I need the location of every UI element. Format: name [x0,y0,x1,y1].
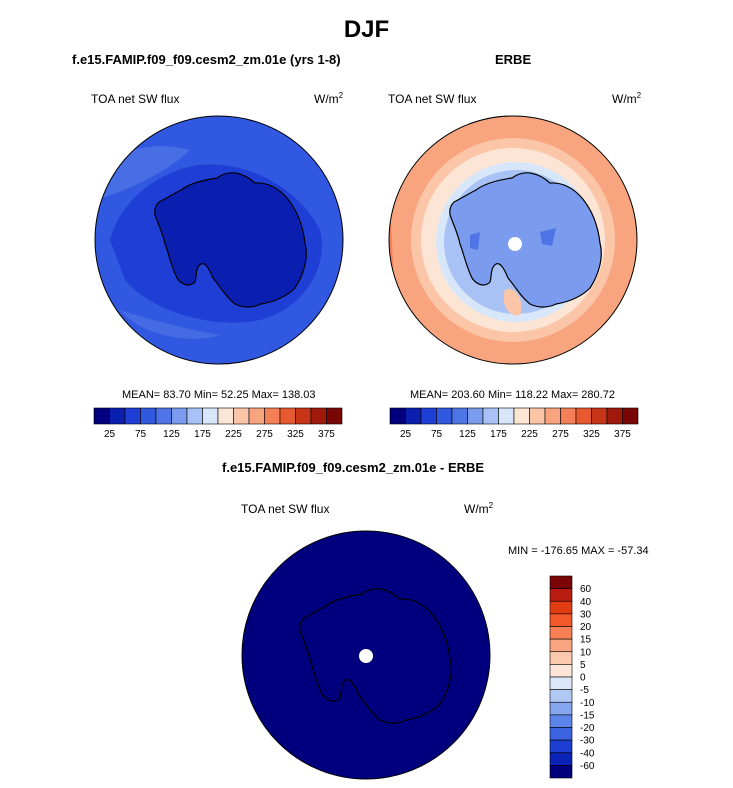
model-colorbar-swatch [171,407,188,425]
model-colorbar-swatch [93,407,110,425]
obs-colorbar-swatch [591,407,608,425]
obs-colorbar-swatch [498,407,515,425]
diff-colorbar-tick-label: 10 [580,647,592,658]
model-colorbar-swatch [186,407,203,425]
model-colorbar-tick-label: 325 [287,429,304,440]
obs-colorbar-swatch [575,407,592,425]
diff-stats: MIN = -176.65 MAX = -57.34 [508,545,649,557]
obs-units-label: W/m2 [612,91,642,106]
obs-colorbar-tick-label: 325 [583,429,600,440]
obs-colorbar-swatch [436,407,453,425]
diff-colorbar-tick-label: 5 [580,660,586,671]
diff-colorbar-swatch [549,600,573,615]
model-colorbar-swatch [217,407,234,425]
diff-colorbar-swatch [549,739,573,754]
model-stats: MEAN= 83.70 Min= 52.25 Max= 138.03 [122,389,316,401]
diff-variable-label: TOA net SW flux [241,502,330,516]
model-colorbar-swatch [233,407,250,425]
diff-panel-title: f.e15.FAMIP.f09_f09.cesm2_zm.01e - ERBE [222,460,485,475]
obs-colorbar-swatch [405,407,422,425]
diff-colorbar-swatch [549,689,573,703]
diff-colorbar-swatch [549,714,573,728]
diff-units-label: W/m2 [464,501,494,516]
diff-colorbar-tick-label: -20 [580,723,595,734]
obs-colorbar-swatch [451,407,468,425]
model-panel-title: f.e15.FAMIP.f09_f09.cesm2_zm.01e (yrs 1-… [72,52,341,67]
diff-colorbar-swatch [549,765,573,779]
diff-colorbar-swatch [549,613,573,627]
obs-colorbar-swatch [482,407,499,425]
model-colorbar-tick-label: 375 [318,429,335,440]
obs-variable-label: TOA net SW flux [388,92,477,106]
model-units-label: W/m2 [314,91,344,106]
model-colorbar-tick-label: 125 [163,429,180,440]
figure-title: DJF [343,16,390,43]
obs-colorbar-swatch [544,407,561,425]
obs-colorbar-tick-label: 275 [552,429,569,440]
model-colorbar-swatch [248,407,265,425]
diff-colorbar-swatch [549,701,573,716]
obs-colorbar-swatch [622,407,639,425]
diff-colorbar-tick-label: -5 [580,685,589,696]
diff-colorbar-tick-label: -10 [580,698,595,709]
model-colorbar-tick-label: 275 [256,429,273,440]
diff-colorbar-tick-label: 0 [580,673,586,684]
diff-colorbar-swatch [549,638,573,653]
diff-colorbar-swatch [549,727,573,741]
model-colorbar-swatch [326,407,343,425]
diff-colorbar-swatch [549,752,573,766]
model-colorbar-tick-label: 175 [194,429,211,440]
model-colorbar-swatch [279,407,296,425]
model-colorbar-swatch [155,407,172,425]
obs-colorbar-tick-label: 125 [459,429,476,440]
diff-colorbar-tick-label: -15 [580,710,595,721]
model-colorbar-tick-label: 25 [104,429,116,440]
diff-colorbar-swatch [549,626,573,640]
obs-colorbar-tick-label: 225 [521,429,538,440]
obs-colorbar-swatch [529,407,546,425]
obs-map [388,115,638,365]
model-colorbar-tick-label: 75 [135,429,147,440]
model-map [94,115,344,365]
model-colorbar: 25 75 125 175 225 275 325 375 [93,407,343,440]
diff-colorbar-tick-label: 30 [580,609,592,620]
diff-colorbar-tick-label: -40 [580,748,595,759]
obs-colorbar-tick-label: 75 [431,429,443,440]
diff-colorbar-tick-label: 60 [580,584,592,595]
model-colorbar-swatch [310,407,327,425]
diff-colorbar-tick-label: 40 [580,597,592,608]
diff-colorbar-tick-label: 20 [580,622,592,633]
model-colorbar-swatch [109,407,126,425]
obs-panel-title: ERBE [495,52,532,67]
diff-colorbar-tick-label: -30 [580,736,595,747]
diff-colorbar-tick-label: -60 [580,761,595,772]
obs-colorbar-tick-label: 175 [490,429,507,440]
obs-colorbar-tick-label: 375 [614,429,631,440]
diff-colorbar-swatch [549,676,573,690]
obs-colorbar-tick-label: 25 [400,429,412,440]
diff-colorbar-tick-label: 15 [580,635,592,646]
diff-colorbar-swatch [549,664,573,678]
diff-colorbar-swatch [549,575,573,589]
diff-colorbar-swatch [549,588,573,602]
model-colorbar-swatch [264,407,281,425]
obs-colorbar-swatch [420,407,437,425]
obs-stats: MEAN= 203.60 Min= 118.22 Max= 280.72 [410,389,615,401]
obs-colorbar-swatch [560,407,577,425]
model-colorbar-tick-label: 225 [225,429,242,440]
model-colorbar-swatch [140,407,157,425]
model-colorbar-swatch [124,407,141,425]
obs-colorbar-swatch [467,407,484,425]
obs-colorbar: 25 75 125 175 225 275 325 375 [389,407,639,440]
obs-colorbar-swatch [606,407,623,425]
obs-colorbar-swatch [389,407,406,425]
obs-colorbar-swatch [513,407,530,425]
diff-map [241,530,491,780]
model-colorbar-swatch [295,407,312,425]
model-colorbar-swatch [202,407,219,425]
diff-colorbar-swatch [549,651,573,665]
model-variable-label: TOA net SW flux [91,92,180,106]
